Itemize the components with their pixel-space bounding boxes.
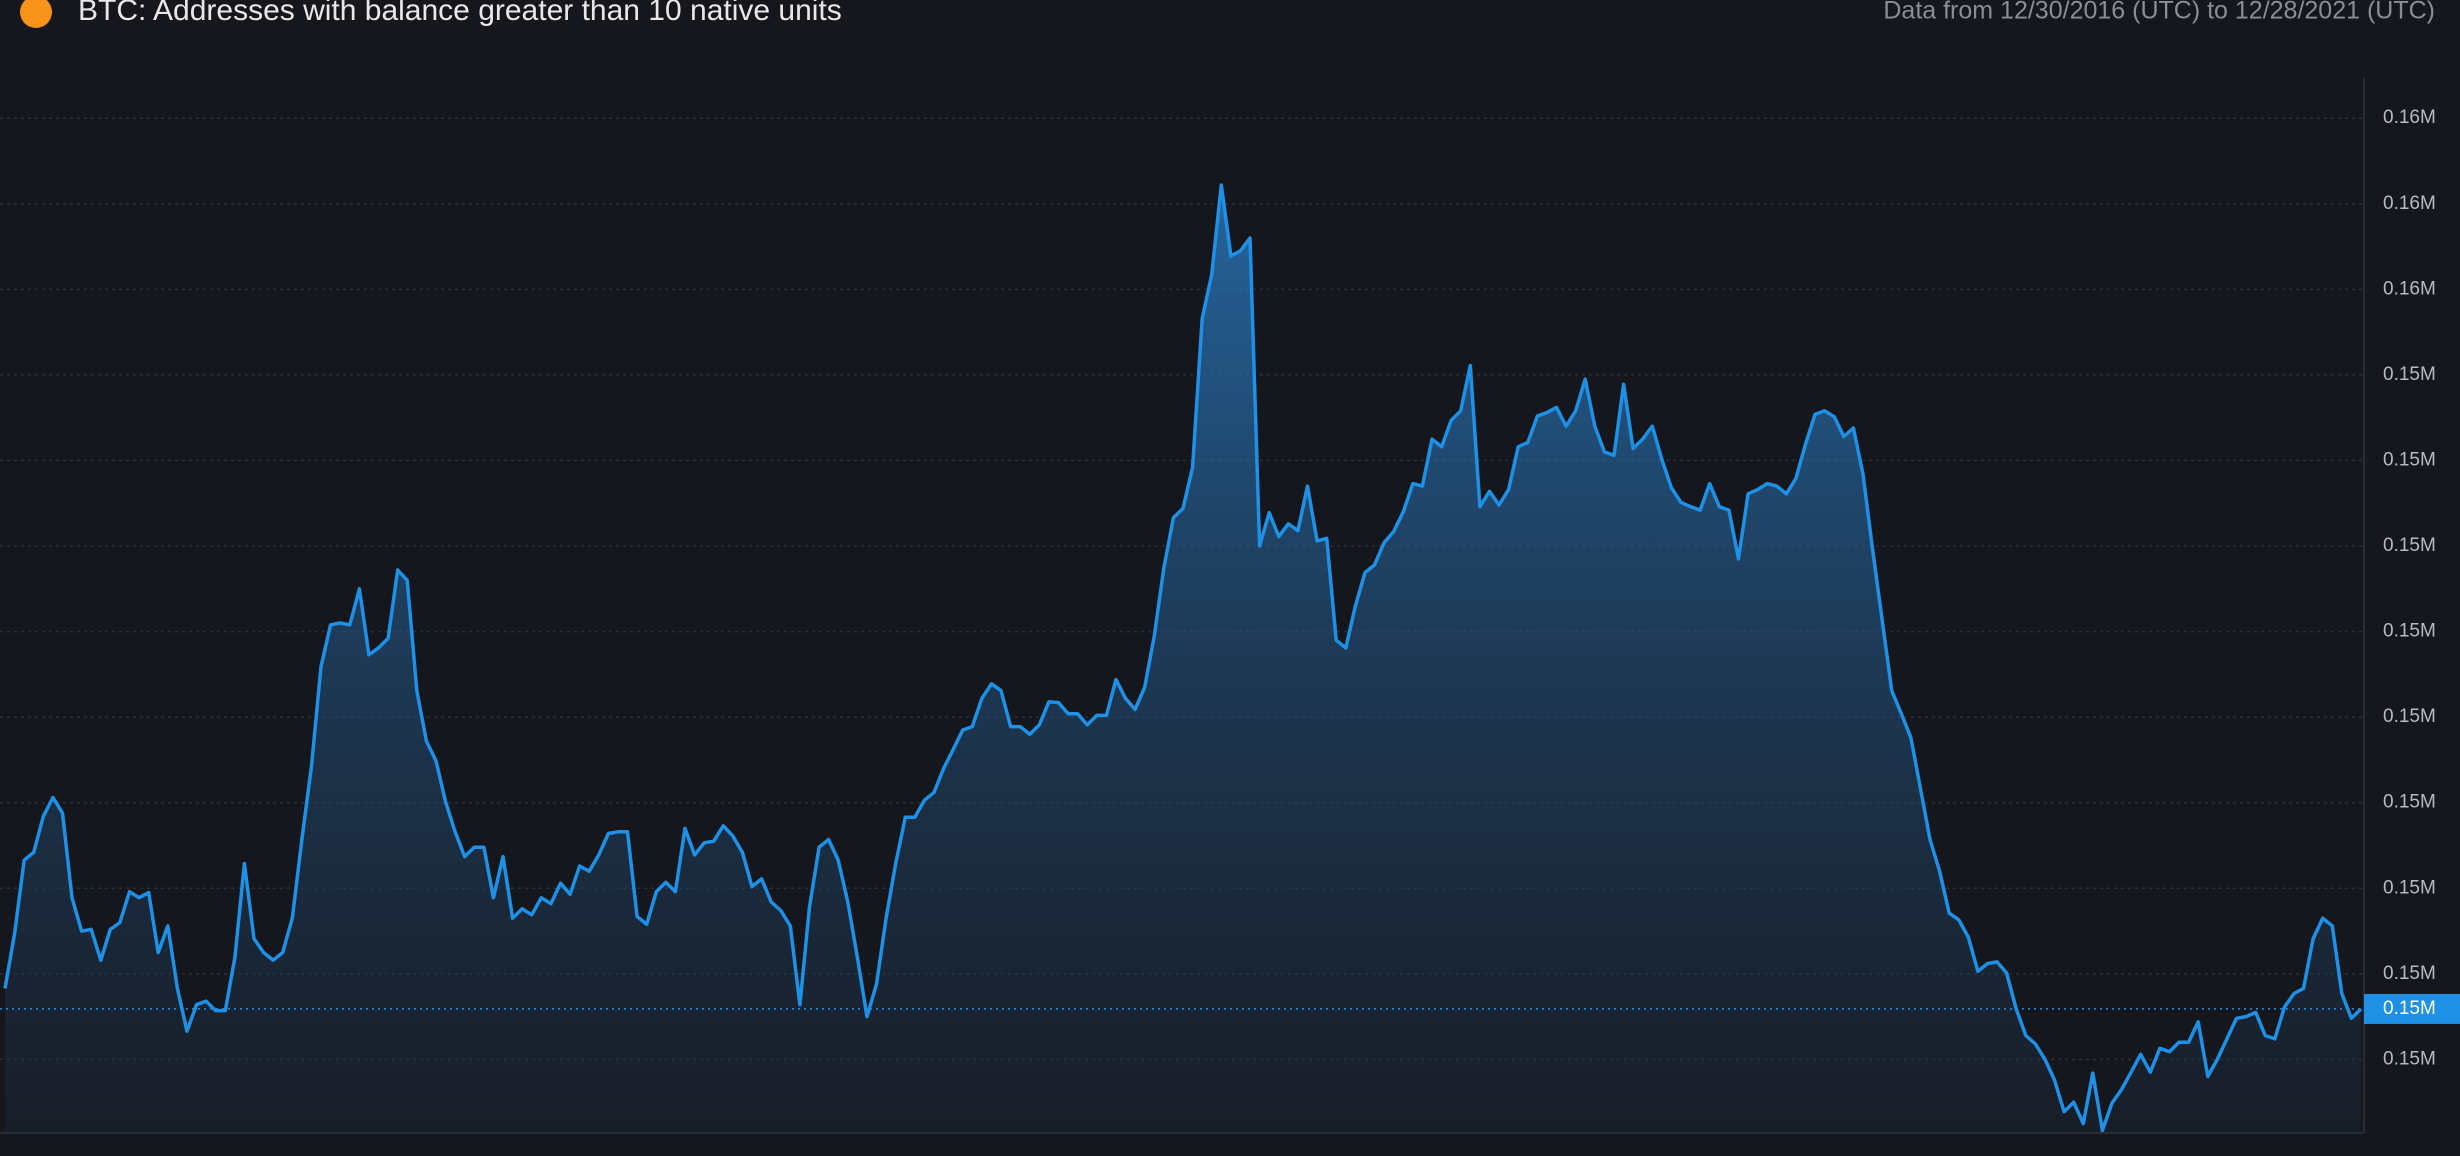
last-value-label: 0.15M (2383, 998, 2436, 1019)
y-tick-label: 0.15M (2383, 792, 2436, 813)
line (3, 183, 2363, 1133)
y-tick-label: 0.15M (2383, 877, 2436, 898)
btc-icon (20, 0, 52, 28)
y-tick-label: 0.15M (2383, 706, 2436, 727)
y-tick-label: 0.16M (2383, 107, 2436, 128)
y-tick-label: 0.15M (2383, 963, 2436, 984)
y-tick-label: 0.15M (2383, 364, 2436, 385)
y-tick-label: 0.16M (2383, 193, 2436, 214)
y-tick-label: 0.15M (2383, 621, 2436, 642)
y-tick-label: 0.15M (2383, 1048, 2436, 1069)
chart-subtitle: Data from 12/30/2016 (UTC) to 12/28/2021… (1883, 0, 2435, 25)
y-tick-label: 0.15M (2383, 535, 2436, 556)
y-tick-label: 0.15M (2383, 449, 2436, 470)
y-tick-label: 0.16M (2383, 278, 2436, 299)
last-value-tag (2364, 993, 2460, 1024)
area (5, 185, 2361, 1133)
chart-title: BTC: Addresses with balance greater than… (78, 0, 842, 27)
